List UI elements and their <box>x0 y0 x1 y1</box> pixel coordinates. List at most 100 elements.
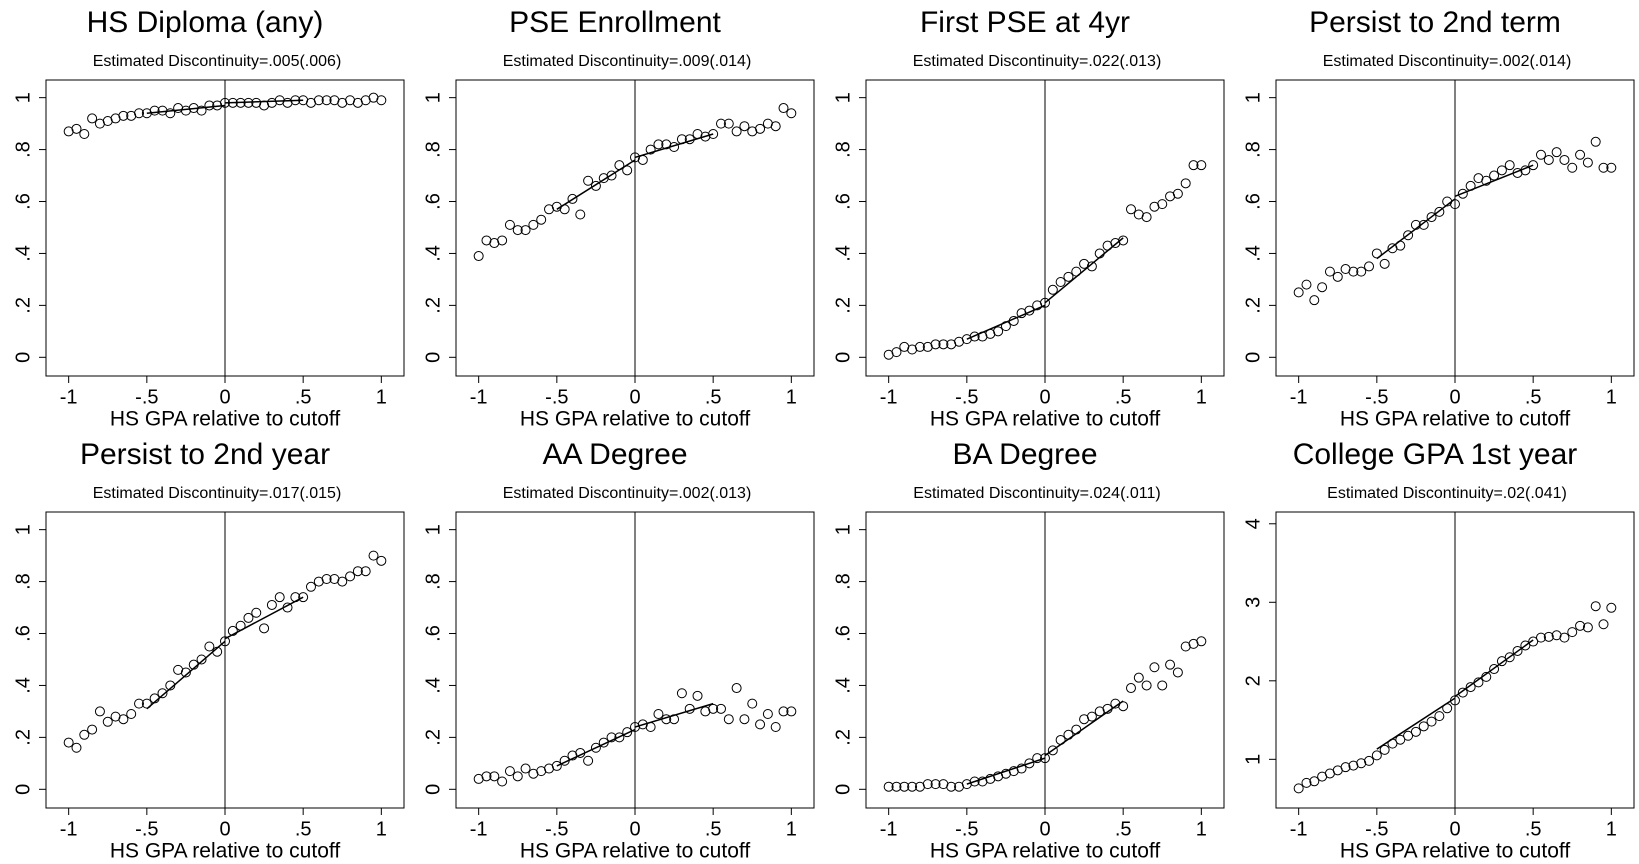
panel-subtitle: Estimated Discontinuity=.002(.014) <box>1323 53 1572 70</box>
point <box>755 123 766 134</box>
y-tick-label: .8 <box>422 573 444 590</box>
point <box>298 592 309 603</box>
point <box>1332 271 1343 282</box>
point <box>376 95 387 106</box>
point <box>173 664 184 675</box>
point <box>1340 762 1351 773</box>
x-tick-label: -.5 <box>545 386 568 408</box>
x-tick-label: -1 <box>880 818 898 840</box>
panel-subtitle: Estimated Discontinuity=.024(.011) <box>913 485 1160 502</box>
y-tick-label: 1 <box>832 92 854 103</box>
point <box>622 165 633 176</box>
point <box>1165 191 1176 202</box>
point <box>883 781 894 792</box>
panel: HS Diploma (any) Estimated Discontinuity=… <box>12 6 405 431</box>
point <box>1196 636 1207 647</box>
point <box>954 781 965 792</box>
point <box>1520 640 1531 651</box>
point <box>87 113 98 124</box>
point <box>544 204 555 215</box>
point <box>1055 277 1066 288</box>
point <box>118 110 129 121</box>
fit-line <box>556 728 636 767</box>
point <box>134 108 145 119</box>
point <box>977 776 988 787</box>
point <box>1301 777 1312 788</box>
point <box>1567 627 1578 638</box>
point <box>993 326 1004 337</box>
point <box>1364 755 1375 766</box>
point <box>907 344 918 355</box>
y-tick-label: 1 <box>12 524 34 535</box>
point <box>196 654 207 665</box>
point <box>630 721 640 732</box>
point <box>497 776 508 787</box>
x-axis-label: HS GPA relative to cutoff <box>520 408 750 431</box>
y-tick-label: 0 <box>12 784 34 795</box>
point <box>786 706 797 717</box>
point <box>368 92 379 103</box>
point <box>1086 711 1097 722</box>
point <box>1348 760 1359 771</box>
point <box>1606 162 1617 173</box>
y-tick-label: .6 <box>422 625 444 642</box>
point <box>770 121 781 132</box>
point <box>922 779 933 790</box>
x-tick-label: 0 <box>629 818 640 840</box>
point <box>321 573 332 584</box>
panel-title: AA Degree <box>542 438 687 471</box>
point <box>481 235 492 246</box>
point <box>196 105 207 116</box>
point <box>1606 602 1617 613</box>
point <box>1457 188 1468 199</box>
point <box>118 714 129 725</box>
point <box>204 100 215 111</box>
point <box>544 763 555 774</box>
panel-title: Persist to 2nd term <box>1309 6 1561 39</box>
point <box>1582 622 1593 633</box>
point <box>1086 261 1097 272</box>
x-tick-label: -1 <box>470 818 488 840</box>
x-tick-label: 1 <box>786 386 797 408</box>
point <box>337 576 348 587</box>
y-tick-label: .4 <box>832 677 854 694</box>
x-axis-label: HS GPA relative to cutoff <box>520 840 750 863</box>
point <box>1535 149 1546 160</box>
y-tick-label: 1 <box>1242 92 1264 103</box>
point <box>762 118 773 129</box>
point <box>1379 258 1390 269</box>
point <box>676 688 687 699</box>
point <box>1071 724 1082 735</box>
y-tick-label: .6 <box>12 193 34 210</box>
point <box>266 97 277 108</box>
y-tick-label: .4 <box>832 245 854 262</box>
y-tick-label: .8 <box>12 141 34 158</box>
point <box>914 781 925 792</box>
point <box>891 781 902 792</box>
y-tick-label: .2 <box>832 297 854 314</box>
y-tick-label: .4 <box>12 677 34 694</box>
point <box>731 683 742 694</box>
point <box>1110 238 1121 249</box>
point <box>1348 266 1359 277</box>
point <box>204 641 215 652</box>
point <box>1125 204 1136 215</box>
panel: BA Degree Estimated Discontinuity=.024(.0… <box>832 438 1225 863</box>
y-tick-label: .6 <box>12 625 34 642</box>
point <box>1504 160 1515 171</box>
x-tick-label: 0 <box>1449 818 1460 840</box>
point <box>126 110 137 121</box>
point <box>1535 632 1546 643</box>
point <box>961 334 972 345</box>
point <box>1371 750 1382 761</box>
y-tick-label: 0 <box>832 784 854 795</box>
point <box>1598 162 1609 173</box>
point <box>969 331 980 342</box>
x-tick-label: -.5 <box>135 386 158 408</box>
point <box>243 612 254 623</box>
point <box>536 766 547 777</box>
y-tick-label: 1 <box>422 92 444 103</box>
x-tick-label: -.5 <box>1365 386 1388 408</box>
point <box>227 625 238 636</box>
point <box>110 113 121 124</box>
